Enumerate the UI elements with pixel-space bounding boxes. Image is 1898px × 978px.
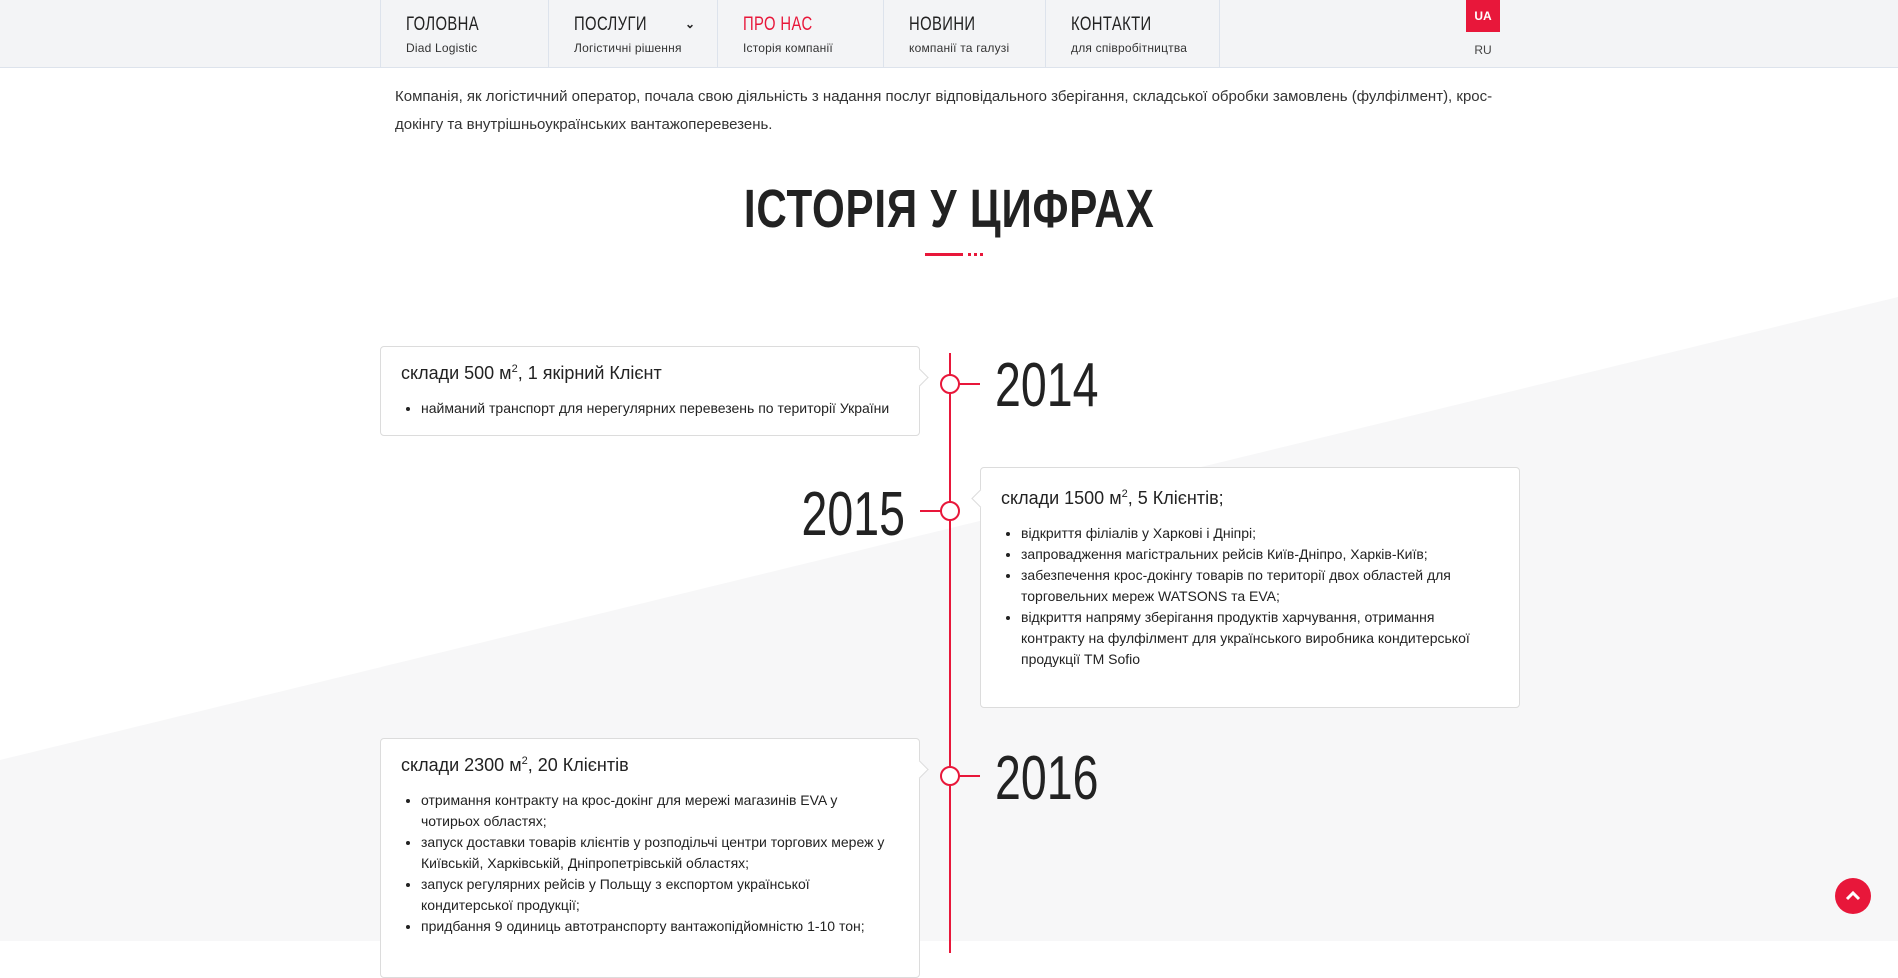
- list-item: придбання 9 одиниць автотранспорту ванта…: [421, 916, 899, 937]
- nav-subtitle: Diad Logistic: [406, 41, 478, 55]
- timeline-year: 2015: [801, 480, 905, 549]
- nav-title: КОНТАКТИ: [1071, 14, 1152, 35]
- card-heading: склади 1500 м2, 5 Клієнтів;: [1001, 488, 1224, 508]
- timeline-year: 2014: [995, 351, 1099, 420]
- list-item: отримання контракту на крос-докінг для м…: [421, 790, 899, 832]
- main-nav: ГОЛОВНА Diad Logistic ПОСЛУГИ Логістичні р…: [0, 0, 1898, 68]
- timeline-dot: [940, 501, 960, 521]
- list-item: забезпечення крос-докінгу товарів по тер…: [1021, 565, 1499, 607]
- title-underline-dot: [968, 253, 971, 256]
- timeline-card: склади 500 м2, 1 якірний Клієнт найманий…: [380, 346, 920, 436]
- list-item: запровадження магістральних рейсів Київ-…: [1021, 544, 1499, 565]
- timeline-tick: [958, 775, 980, 777]
- title-underline: [925, 253, 963, 256]
- nav-item-news[interactable]: НОВИНИ компанії та галузі: [883, 0, 1045, 68]
- timeline-line: [949, 353, 951, 953]
- timeline-year: 2016: [995, 744, 1099, 813]
- timeline-dot: [940, 374, 960, 394]
- nav-item-contacts[interactable]: КОНТАКТИ для співробітництва: [1045, 0, 1220, 68]
- list-item: найманий транспорт для нерегулярних пере…: [421, 398, 899, 419]
- card-heading: склади 500 м2, 1 якірний Клієнт: [401, 363, 662, 383]
- nav-subtitle: для співробітництва: [1071, 41, 1188, 55]
- timeline-tick: [920, 510, 942, 512]
- timeline-card: склади 2300 м2, 20 Клієнтів отримання ко…: [380, 738, 920, 978]
- scroll-to-top-button[interactable]: [1835, 878, 1871, 914]
- timeline-card: склади 1500 м2, 5 Клієнтів; відкриття фі…: [980, 467, 1520, 708]
- title-underline-dot: [974, 253, 977, 256]
- nav-title: ГОЛОВНА: [406, 14, 480, 35]
- nav-subtitle: Логістичні рішення: [574, 41, 682, 55]
- nav-title: ПРО НАС: [743, 14, 813, 35]
- list-item: запуск доставки товарів клієнтів у розпо…: [421, 832, 899, 874]
- nav-title: ПОСЛУГИ: [574, 14, 647, 35]
- chevron-down-icon: ⌄: [684, 17, 695, 31]
- intro-text: Компанія, як логістичний оператор, почал…: [395, 88, 1493, 133]
- chevron-up-icon: [1845, 890, 1861, 901]
- nav-item-about[interactable]: ПРО НАС Історія компанії: [717, 0, 883, 68]
- timeline-tick: [958, 383, 980, 385]
- timeline-dot: [940, 766, 960, 786]
- nav-subtitle: компанії та галузі: [909, 41, 1010, 55]
- lang-ua-button[interactable]: UA: [1466, 0, 1500, 32]
- lang-ru-button[interactable]: RU: [1474, 43, 1492, 57]
- nav-subtitle: Історія компанії: [743, 41, 833, 55]
- nav-item-home[interactable]: ГОЛОВНА Diad Logistic: [380, 0, 548, 68]
- list-item: запуск регулярних рейсів у Польщу з експ…: [421, 874, 899, 916]
- title-underline-dot: [980, 253, 983, 256]
- card-heading: склади 2300 м2, 20 Клієнтів: [401, 755, 629, 775]
- list-item: відкриття напряму зберігання продуктів х…: [1021, 607, 1499, 670]
- nav-item-services[interactable]: ПОСЛУГИ Логістичні рішення ⌄: [548, 0, 717, 68]
- nav-title: НОВИНИ: [909, 14, 976, 35]
- section-title: ІСТОРІЯ У ЦИФРАХ: [743, 179, 1155, 239]
- list-item: відкриття філіалів у Харкові і Дніпрі;: [1021, 523, 1499, 544]
